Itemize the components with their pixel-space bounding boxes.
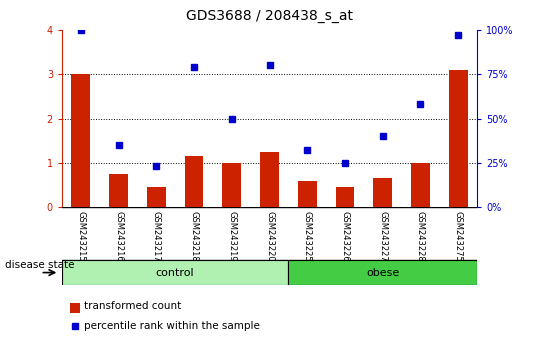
Text: GSM243220: GSM243220 bbox=[265, 211, 274, 262]
Bar bbox=[147, 187, 166, 207]
Text: GDS3688 / 208438_s_at: GDS3688 / 208438_s_at bbox=[186, 9, 353, 23]
Text: GSM243228: GSM243228 bbox=[416, 211, 425, 262]
Bar bbox=[298, 181, 317, 207]
Text: GSM243219: GSM243219 bbox=[227, 211, 236, 262]
Bar bbox=[222, 163, 241, 207]
Text: GSM243226: GSM243226 bbox=[341, 211, 349, 262]
Text: control: control bbox=[156, 268, 195, 278]
Text: GSM243275: GSM243275 bbox=[454, 211, 462, 262]
Text: disease state: disease state bbox=[5, 261, 75, 270]
Bar bbox=[71, 74, 90, 207]
Text: percentile rank within the sample: percentile rank within the sample bbox=[84, 321, 259, 331]
Bar bbox=[62, 260, 288, 285]
Bar bbox=[448, 70, 467, 207]
Text: GSM243227: GSM243227 bbox=[378, 211, 387, 262]
Bar bbox=[373, 178, 392, 207]
Bar bbox=[184, 156, 204, 207]
Bar bbox=[109, 174, 128, 207]
Text: transformed count: transformed count bbox=[84, 301, 181, 311]
Text: obese: obese bbox=[366, 268, 399, 278]
Text: GSM243225: GSM243225 bbox=[303, 211, 312, 262]
Bar bbox=[335, 187, 355, 207]
Text: GSM243215: GSM243215 bbox=[77, 211, 85, 262]
Bar bbox=[288, 260, 477, 285]
Text: GSM243218: GSM243218 bbox=[190, 211, 198, 262]
Bar bbox=[70, 303, 80, 313]
Text: GSM243217: GSM243217 bbox=[152, 211, 161, 262]
Bar bbox=[260, 152, 279, 207]
Text: GSM243216: GSM243216 bbox=[114, 211, 123, 262]
Bar bbox=[411, 163, 430, 207]
